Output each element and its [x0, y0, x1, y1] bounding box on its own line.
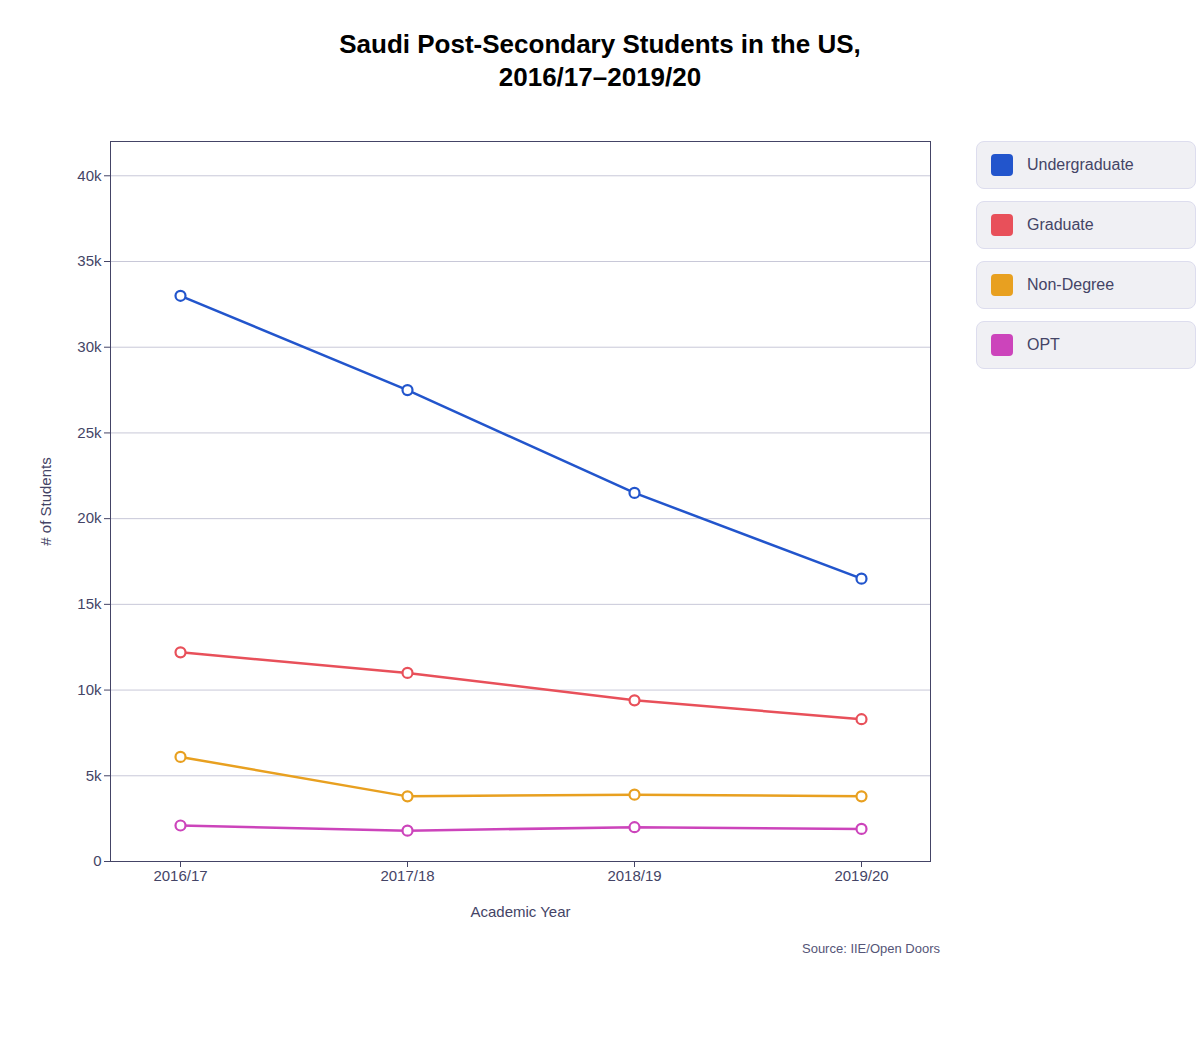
- svg-text:Academic Year: Academic Year: [470, 903, 570, 920]
- svg-text:5k: 5k: [86, 767, 102, 784]
- svg-text:# of Students: # of Students: [37, 457, 54, 545]
- html-text:Undergraduate: Undergraduate: [1027, 156, 1134, 173]
- html-text:Graduate: Graduate: [1027, 216, 1094, 233]
- svg-text:0: 0: [93, 852, 101, 869]
- html-text:Non-Degree: Non-Degree: [1027, 276, 1115, 293]
- svg-text:40k: 40k: [77, 167, 102, 184]
- svg-text:10k: 10k: [77, 681, 102, 698]
- svg-text:25k: 25k: [77, 424, 102, 441]
- svg-text:2016/17: 2016/17: [153, 867, 207, 884]
- svg-text:20k: 20k: [77, 509, 102, 526]
- svg-text:2018/19: 2018/19: [607, 867, 661, 884]
- svg-text:30k: 30k: [77, 338, 102, 355]
- svg-text:15k: 15k: [77, 595, 102, 612]
- svg-text:2019/20: 2019/20: [834, 867, 888, 884]
- svg-text:35k: 35k: [77, 252, 102, 269]
- html-text:Saudi Post-Secondary Students: Saudi Post-Secondary Students in the US,…: [339, 29, 861, 92]
- html-text:OPT: OPT: [1027, 336, 1060, 353]
- html-text:Source: IIE/Open Doors: Source: IIE/Open Doors: [802, 941, 940, 956]
- svg-text:2017/18: 2017/18: [380, 867, 434, 884]
